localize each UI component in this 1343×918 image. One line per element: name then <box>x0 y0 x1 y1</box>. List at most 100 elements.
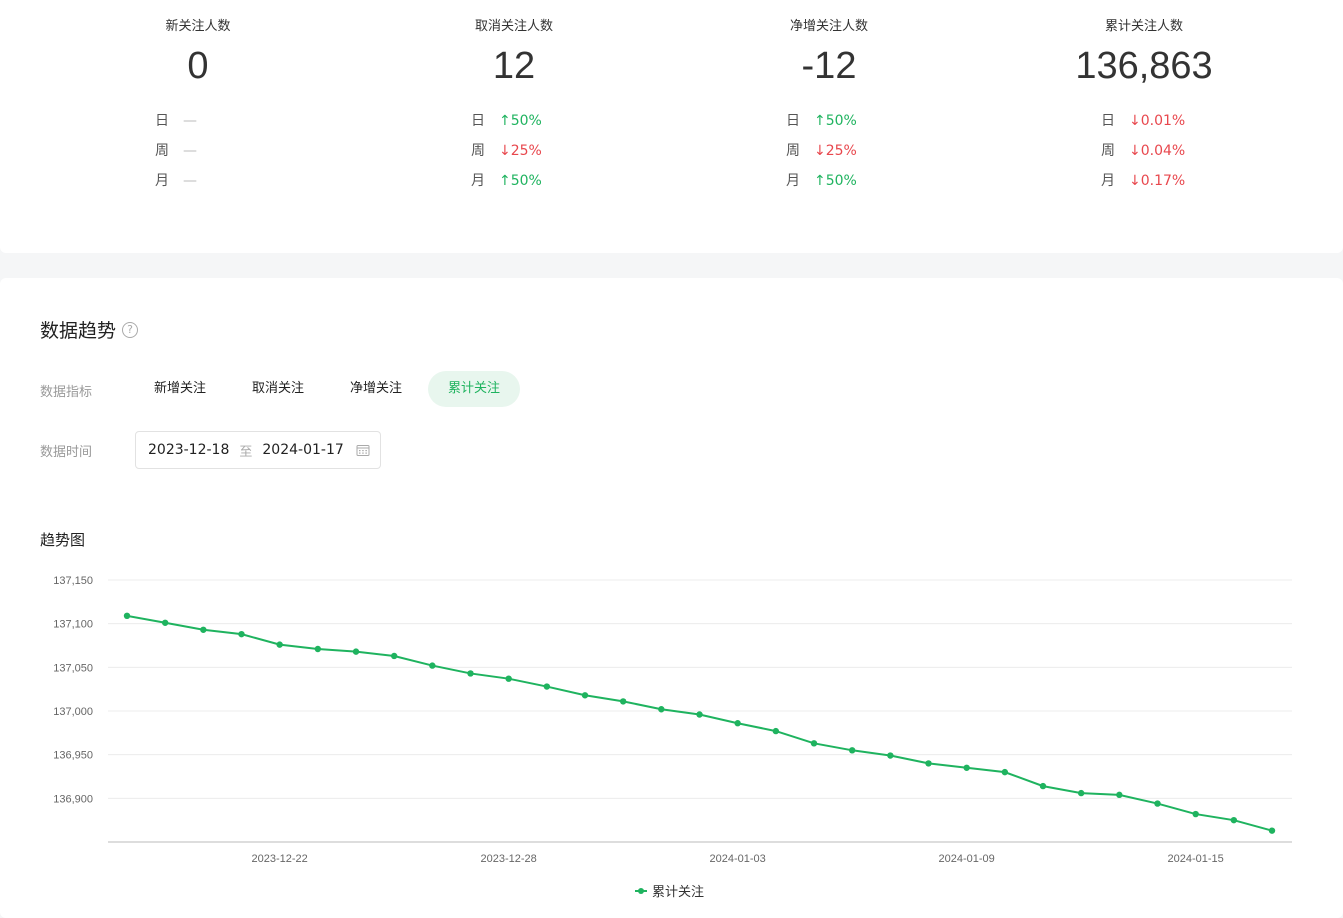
compare-value: ↑50% <box>814 173 857 189</box>
stat-label: 取消关注人数 <box>474 19 553 34</box>
data-point <box>352 648 360 655</box>
x-tick-label: 2023-12-22 <box>252 853 308 865</box>
data-point <box>467 670 474 677</box>
x-tick-label: 2024-01-09 <box>939 853 995 865</box>
time-label: 数据时间 <box>40 445 93 460</box>
tab-net-follow[interactable]: 净增关注 <box>350 381 403 396</box>
data-point <box>772 727 780 735</box>
data-point <box>810 740 818 747</box>
tab-new-follow[interactable]: 新增关注 <box>154 381 207 396</box>
compare-value: ↓0.04% <box>1129 143 1186 159</box>
compare-month: 月 ↑50% <box>669 166 989 196</box>
compare-value: ↓25% <box>814 143 857 159</box>
compare-label: 日 <box>786 113 800 129</box>
data-point <box>1077 789 1085 797</box>
stat-total-followers: 累计关注人数 136,863 日 ↓0.01% 周 ↓0.04% 月 ↓0.17% <box>984 0 1304 196</box>
x-tick-label: 2024-01-03 <box>710 853 766 865</box>
stat-value: -12 <box>801 45 857 87</box>
compare-label: 月 <box>155 173 169 189</box>
date-start[interactable]: 2023-12-18 <box>148 442 230 458</box>
compare-day: 日 — <box>38 106 358 136</box>
y-tick-label: 137,100 <box>53 619 93 631</box>
compare-label: 周 <box>471 143 485 159</box>
tab-total-follow[interactable]: 累计关注 <box>428 371 521 407</box>
data-point <box>1192 810 1199 818</box>
y-tick-label: 136,950 <box>53 750 93 762</box>
legend-label: 累计关注 <box>652 885 704 899</box>
data-point <box>619 698 627 705</box>
compare-day: 日 ↑50% <box>354 106 674 136</box>
data-point <box>123 612 131 620</box>
trend-line-chart: 136,900 136,950 137,000 137,050 137,100 137,1… <box>53 575 1292 899</box>
compare-day: 日 ↑50% <box>669 106 989 136</box>
data-point <box>658 706 665 713</box>
data-point <box>734 720 741 727</box>
compare-value: ↓25% <box>499 143 542 159</box>
calendar-icon[interactable] <box>356 443 370 457</box>
stat-label: 累计关注人数 <box>1104 19 1183 34</box>
date-end[interactable]: 2024-01-17 <box>262 442 344 458</box>
compare-label: 日 <box>471 113 485 129</box>
data-point <box>200 626 207 633</box>
legend-marker <box>638 888 644 894</box>
data-point <box>314 645 322 653</box>
metric-label: 数据指标 <box>40 385 93 400</box>
compare-day: 日 ↓0.01% <box>984 106 1304 136</box>
compare-label: 月 <box>471 173 485 189</box>
data-point <box>238 630 245 638</box>
compare-month: 月 ↓0.17% <box>984 166 1304 196</box>
stat-new-followers: 新关注人数 0 日 — 周 — 月 — <box>38 0 358 196</box>
compare-week: 周 — <box>38 136 358 166</box>
x-tick-label: 2024-01-15 <box>1168 853 1224 865</box>
compare-week: 周 ↓25% <box>669 136 989 166</box>
data-point <box>696 711 703 718</box>
date-separator: 至 <box>239 444 253 460</box>
stat-net-followers: 净增关注人数 -12 日 ↑50% 周 ↓25% 月 ↑50% <box>669 0 989 196</box>
stat-value: 12 <box>492 45 536 87</box>
compare-label: 周 <box>786 143 800 159</box>
compare-value: ↓0.17% <box>1129 173 1186 189</box>
compare-label: 月 <box>786 173 800 189</box>
stat-value: 136,863 <box>1075 45 1213 87</box>
data-point <box>429 662 436 669</box>
compare-value: ↑50% <box>499 173 542 189</box>
data-point <box>276 641 283 648</box>
stat-label: 净增关注人数 <box>789 19 868 34</box>
data-point <box>1039 782 1047 790</box>
section-title-text: 数据趋势 <box>40 320 117 342</box>
compare-label: 月 <box>1101 173 1115 189</box>
compare-label: 日 <box>155 113 169 129</box>
data-point <box>925 760 932 767</box>
compare-value: — <box>183 173 197 189</box>
data-point <box>848 747 856 754</box>
question-circle-icon[interactable]: ? <box>122 321 139 338</box>
compare-value: ↑50% <box>499 113 542 129</box>
compare-label: 日 <box>1101 113 1115 129</box>
data-point <box>1268 827 1276 834</box>
y-tick-label: 137,000 <box>53 706 93 718</box>
trend-card: 数据趋势 ? 数据指标 新增关注 取消关注 净增关注 累计关注 数据时间 202… <box>0 278 1343 918</box>
compare-week: 周 ↓0.04% <box>984 136 1304 166</box>
date-range-picker[interactable]: 2023-12-18 至 2024-01-17 <box>135 431 381 469</box>
y-tick-label: 137,050 <box>53 662 93 674</box>
y-tick-label: 136,900 <box>53 793 93 805</box>
compare-week: 周 ↓25% <box>354 136 674 166</box>
compare-label: 周 <box>155 143 169 159</box>
metric-tabs: 新增关注 取消关注 净增关注 累计关注 <box>134 371 526 407</box>
tab-unfollow[interactable]: 取消关注 <box>252 381 305 396</box>
stat-label: 新关注人数 <box>165 19 231 34</box>
data-point <box>1230 816 1238 824</box>
compare-label: 周 <box>1101 143 1115 159</box>
data-point <box>887 752 894 759</box>
data-point <box>543 683 551 690</box>
section-title: 数据趋势 ? <box>40 316 139 343</box>
compare-month: 月 — <box>38 166 358 196</box>
data-point <box>1001 768 1009 776</box>
stats-card: 新关注人数 0 日 — 周 — 月 — 取消关注人数 12 日 ↑50% 周 ↓25% 月… <box>0 0 1343 253</box>
data-point <box>390 652 398 660</box>
data-point <box>161 619 169 626</box>
compare-value: — <box>183 113 197 129</box>
data-point <box>505 675 512 682</box>
data-point <box>1116 791 1123 799</box>
compare-month: 月 ↑50% <box>354 166 674 196</box>
